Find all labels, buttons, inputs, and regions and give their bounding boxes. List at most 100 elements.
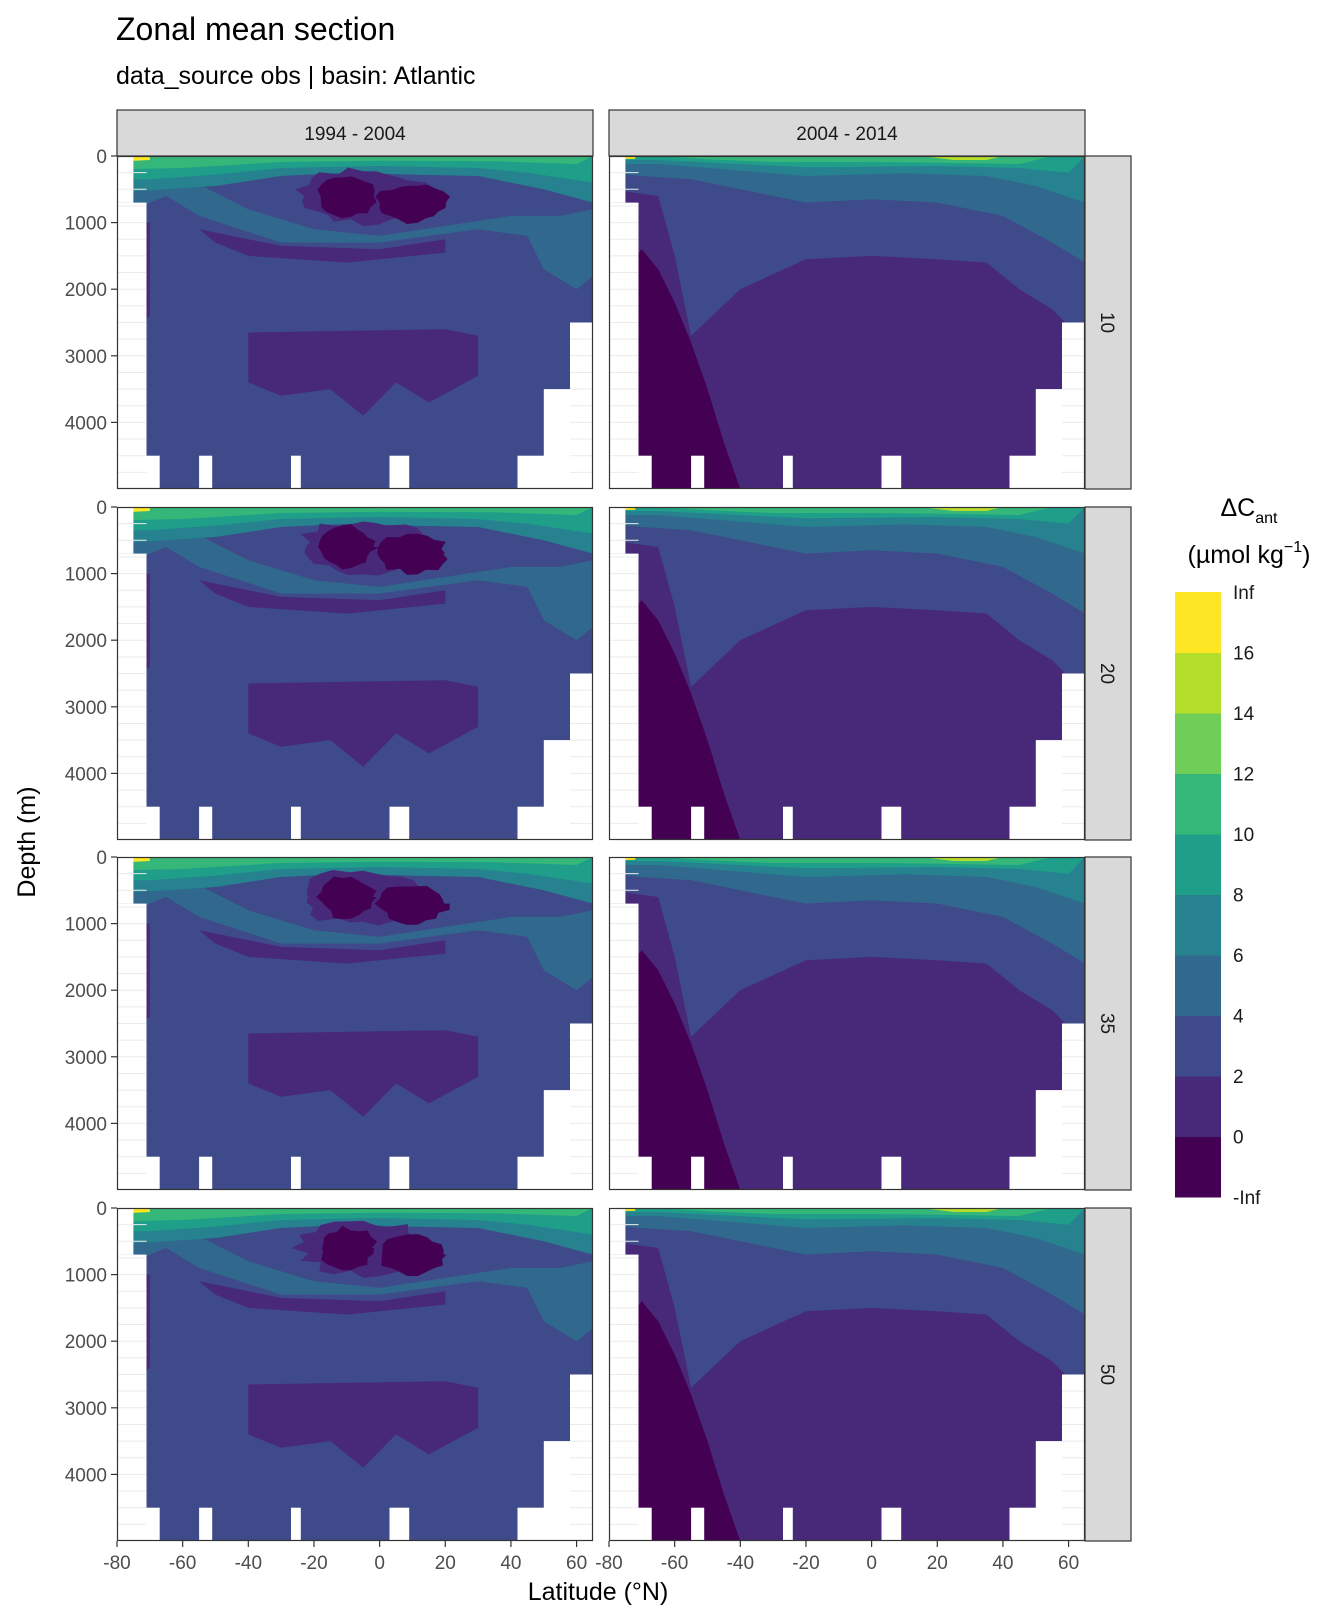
contour-mid-4 (609, 507, 1085, 614)
contour-mid-6 (609, 857, 1085, 904)
y-tick-label: 2000 (65, 280, 107, 301)
no-data-mask (389, 1507, 410, 1541)
contour-intermediate (117, 1228, 593, 1342)
no-data-mask (291, 1156, 301, 1190)
panel-0-1 (116, 506, 594, 841)
panel-0-3 (116, 1207, 594, 1542)
panel-border (116, 1207, 594, 1542)
panel-0-2 (116, 856, 594, 1191)
contour-blob-core-east (375, 184, 450, 224)
no-data-mask (609, 903, 639, 1190)
no-data-mask (291, 1507, 301, 1541)
contour-deep-low (609, 1301, 741, 1541)
facet-panels (116, 155, 1086, 1542)
panel-contours (609, 156, 1085, 489)
legend-swatch (1175, 652, 1221, 714)
contour-blob-core-west (318, 524, 380, 570)
contour-deep-band (248, 1030, 479, 1117)
y-tick-label: 0 (96, 1199, 107, 1220)
panel-grid (117, 1224, 593, 1525)
panel-grid (609, 1224, 1085, 1525)
y-tick-label: 3000 (65, 347, 107, 368)
facet-strip-column (116, 109, 594, 157)
y-tick-label: 0 (96, 848, 107, 869)
no-data-mask (117, 507, 134, 554)
panel-1-2 (608, 856, 1086, 1191)
no-data-mask (389, 455, 410, 489)
no-data-mask (881, 455, 902, 489)
y-tick-label: 3000 (65, 1048, 107, 1069)
panel-1-0 (608, 155, 1086, 490)
no-data-mask (389, 1156, 410, 1190)
no-data-mask (291, 806, 301, 840)
no-data-mask (609, 857, 626, 904)
contour-upper-10 (117, 1208, 593, 1222)
legend-label: 0 (1233, 1128, 1244, 1149)
facet-strip-row-label: 10 (1096, 312, 1117, 333)
legend-label: 16 (1233, 644, 1254, 665)
y-tick-label: 3000 (65, 1399, 107, 1420)
y-tick-label: 2000 (65, 631, 107, 652)
legend-swatch (1175, 955, 1221, 1016)
y-tick-label: 4000 (65, 1114, 107, 1135)
no-data-mask (881, 806, 902, 840)
contour-mid-4 (609, 156, 1085, 263)
contour-tongue (199, 229, 446, 263)
contour-deep-low (609, 600, 741, 840)
contour-intermediate (117, 877, 593, 991)
panel-contours (609, 507, 1085, 840)
legend-label: 4 (1233, 1007, 1244, 1028)
panel-grid (117, 172, 593, 473)
no-data-mask (117, 156, 134, 203)
facet-strip-column (608, 109, 1086, 157)
no-data-mask (117, 903, 147, 1190)
x-tick-label: -40 (235, 1553, 262, 1574)
legend-unit: (µmol kg−1) (1188, 539, 1311, 569)
panel-contours (609, 1208, 1085, 1541)
y-tick-label: 1000 (65, 915, 107, 936)
x-tick-label: -80 (103, 1553, 130, 1574)
facet-strip-row-label: 35 (1096, 1013, 1117, 1034)
no-data-mask (783, 1507, 793, 1541)
legend-label: -Inf (1233, 1188, 1261, 1209)
no-data-mask (691, 1156, 705, 1190)
legend-swatch (1175, 1076, 1221, 1137)
x-axis-label: Latitude (°N) (528, 1578, 669, 1606)
x-tick-label: 0 (374, 1553, 385, 1574)
no-data-mask (881, 1507, 902, 1541)
legend-label: 14 (1233, 704, 1255, 725)
panel-1-1 (608, 506, 1086, 841)
contour-upper-10 (117, 156, 593, 170)
panel-grid (609, 873, 1085, 1174)
facet-strip-row (1084, 155, 1132, 490)
contour-intermediate (117, 176, 593, 290)
contour-mid-4 (609, 1208, 1085, 1315)
contour-tongue (199, 1281, 446, 1315)
contour-deep-low (609, 950, 741, 1190)
contour-blob-core-west (316, 876, 377, 920)
y-tick-label: 4000 (65, 1465, 107, 1486)
no-data-mask (881, 1156, 902, 1190)
contour-deep-band (248, 329, 479, 416)
legend-title: ΔCant (1220, 494, 1278, 527)
no-data-mask (389, 806, 410, 840)
panel-contours (117, 857, 593, 1190)
no-data-mask (609, 507, 626, 554)
contour-upper-10 (117, 857, 593, 871)
legend-swatch (1175, 773, 1221, 835)
contour-deep-band (248, 1381, 479, 1468)
facet-strip-row-label: 50 (1096, 1364, 1117, 1385)
legend-label: Inf (1233, 583, 1255, 604)
contour-tongue (199, 580, 446, 614)
contour-deep-band (248, 680, 479, 767)
legend-label: 12 (1233, 765, 1254, 786)
panel-contours (609, 857, 1085, 1190)
legend: ΔCant (µmol kg−1) Inf -Inf 0 2 4 6 8 10 12 14 16 (1175, 494, 1310, 1209)
x-tick-label: 60 (566, 1553, 587, 1574)
legend-swatch (1175, 592, 1221, 653)
x-tick-label: -60 (169, 1553, 196, 1574)
x-tick-label: 20 (927, 1553, 948, 1574)
facet-strip-column-label: 2004 - 2014 (796, 124, 898, 145)
no-data-mask (117, 202, 147, 489)
no-data-mask (199, 455, 213, 489)
